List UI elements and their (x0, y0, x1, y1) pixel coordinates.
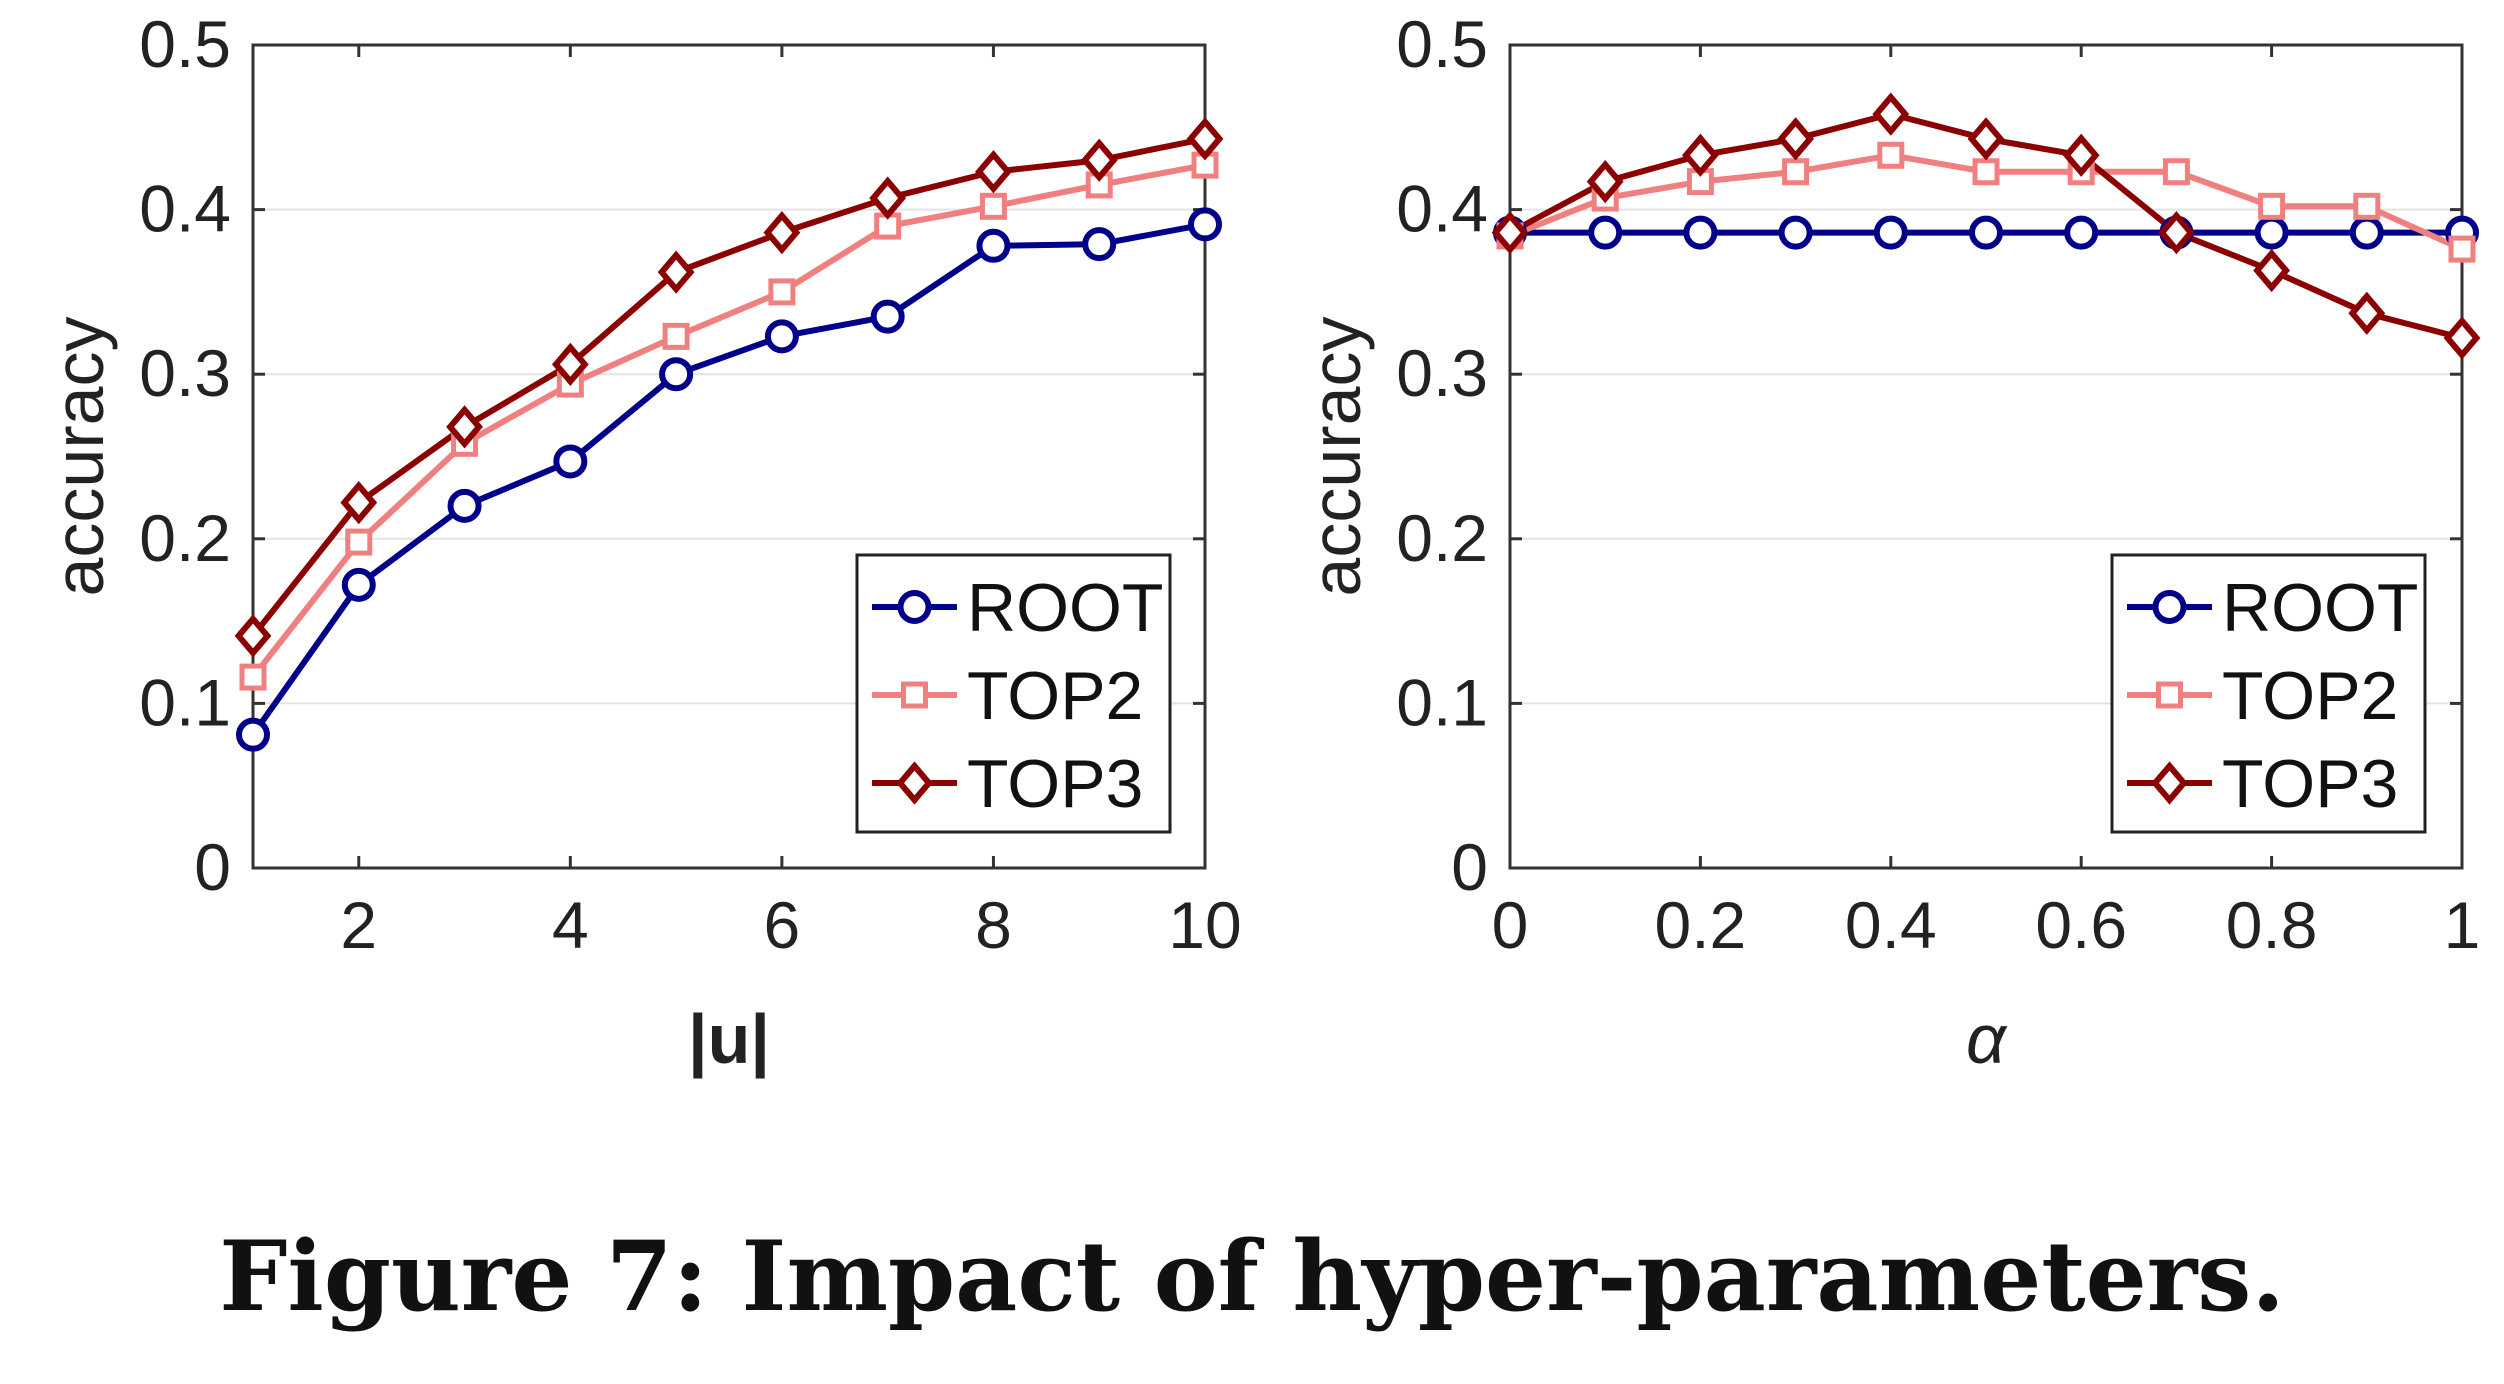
data-point-top3 (2062, 133, 2100, 177)
x-tick-label: 0.6 (2035, 888, 2127, 962)
legend-marker (2151, 761, 2188, 805)
x-tick-label: 0.8 (2226, 888, 2318, 962)
data-point-top2 (2258, 192, 2286, 220)
chart-right: 0 0.1 0.2 0.3 0.4 0.5 0 0.2 0.4 0.6 0.8 1 α accuracy R… (1297, 7, 2481, 1078)
y-tick-label: 0.4 (139, 172, 231, 246)
data-point-root (659, 357, 694, 392)
figure-caption: Figure 7: Impact of hyper-parameters. (219, 1220, 2285, 1333)
axes-box (1508, 43, 2464, 870)
y-tick-label: 0.3 (139, 336, 231, 410)
data-point-top2 (345, 528, 373, 556)
data-point-top2 (1972, 158, 2000, 186)
x-tick-label: 4 (552, 888, 589, 962)
y-tick-label: 0.2 (139, 501, 231, 575)
y-tick-label: 0.4 (1396, 172, 1488, 246)
y-tick-label: 0 (1451, 830, 1488, 904)
x-tick-label: 1 (2444, 888, 2481, 962)
data-point-root (1683, 215, 1718, 250)
data-point-top3 (1186, 117, 1224, 161)
data-point-root (1873, 215, 1908, 250)
legend-marker (2156, 681, 2183, 709)
chart-left: 0 0.1 0.2 0.3 0.4 0.5 2 4 6 8 10 |u| accuracy ROOT TOP… (40, 7, 1242, 1079)
x-tick-label: 0.4 (1845, 888, 1937, 962)
legend-label: TOP3 (967, 746, 1143, 822)
data-point-top2 (768, 278, 796, 306)
legend-label: ROOT (2222, 570, 2418, 646)
data-point-top3 (1586, 159, 1624, 204)
data-point-top3 (657, 250, 695, 294)
data-point-top2 (2162, 158, 2190, 186)
y-tick-label: 0.1 (139, 665, 231, 739)
x-tick-label: 0 (1492, 888, 1529, 962)
data-point-top2 (662, 322, 690, 350)
y-tick-label: 0 (194, 830, 231, 904)
data-point-root (1588, 215, 1623, 250)
data-point-root (236, 717, 270, 752)
data-point-root (764, 319, 799, 354)
data-point-top3 (1080, 138, 1118, 182)
data-point-root (976, 228, 1011, 263)
series-line-top2 (250, 162, 1206, 679)
data-point-top2 (1877, 141, 1905, 169)
data-point-root (870, 299, 905, 334)
data-point-top3 (1872, 92, 1910, 136)
data-point-top2 (2448, 235, 2476, 263)
x-tick-label: 6 (764, 888, 801, 962)
x-tick-label: 0.2 (1655, 888, 1747, 962)
y-tick-label: 0.1 (1396, 665, 1488, 739)
data-point-top3 (975, 150, 1012, 194)
figure-svg: 00.10.20.30.40.52 4 6 8 10|u|accuracyROOTTOP… (40, 7, 2481, 1079)
x-tick-label: 8 (975, 888, 1012, 962)
legend-marker (2152, 590, 2187, 624)
legend-label: TOP2 (2222, 658, 2398, 734)
data-point-top3 (1682, 133, 1719, 177)
y-tick-label: 0.3 (1396, 336, 1488, 410)
data-point-root (1778, 215, 1813, 250)
y-axis-label: accuracy (40, 316, 118, 596)
data-point-top2 (979, 192, 1007, 220)
data-point-top3 (2253, 248, 2290, 293)
series-line-root (250, 221, 1206, 737)
data-point-top3 (763, 211, 801, 255)
data-point-top3 (869, 176, 907, 220)
data-point-root (341, 567, 376, 602)
data-point-root (553, 444, 588, 479)
legend-marker (896, 761, 933, 805)
data-point-top3 (340, 480, 378, 525)
data-point-root (447, 488, 482, 523)
data-point-top2 (1782, 158, 1810, 186)
y-tick-label: 0.5 (1396, 7, 1488, 81)
data-point-root (2349, 215, 2384, 250)
x-tick-label: 10 (1168, 888, 1241, 962)
axes-box (251, 43, 1207, 870)
data-point-top3 (2158, 211, 2195, 255)
x-tick-label: 2 (340, 888, 377, 962)
data-point-top3 (1967, 117, 2005, 161)
series-line-top3 (250, 135, 1206, 638)
legend-marker (901, 681, 928, 709)
data-point-top3 (1491, 211, 1529, 255)
legend-label: ROOT (967, 570, 1163, 646)
legend-label: TOP2 (967, 658, 1143, 734)
data-point-top3 (234, 614, 272, 658)
data-point-top2 (239, 663, 267, 691)
x-axis-label: α (1966, 1000, 2008, 1078)
y-tick-label: 0.5 (139, 7, 231, 81)
data-point-root (1082, 227, 1117, 262)
legend-marker (897, 590, 932, 624)
x-axis-label: |u| (688, 1000, 770, 1079)
y-tick-label: 0.2 (1396, 501, 1488, 575)
data-point-root (2064, 215, 2099, 250)
data-point-top3 (2348, 291, 2386, 335)
data-point-root (2254, 215, 2289, 250)
data-point-top3 (2443, 316, 2481, 360)
data-point-top3 (1777, 117, 1814, 161)
data-point-root (1969, 215, 2003, 250)
data-point-top2 (2353, 192, 2381, 220)
data-point-root (1188, 207, 1222, 242)
y-axis-label: accuracy (1297, 316, 1375, 596)
data-point-top3 (551, 342, 589, 386)
legend-label: TOP3 (2222, 746, 2398, 822)
data-point-top3 (446, 405, 483, 449)
